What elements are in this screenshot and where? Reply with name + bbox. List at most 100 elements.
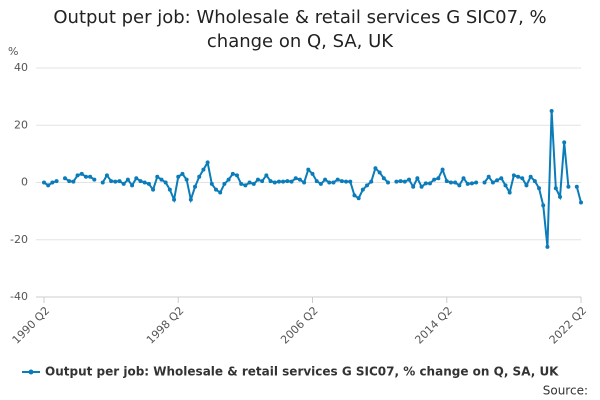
data-point [318, 181, 323, 186]
data-point [310, 171, 315, 176]
data-point [574, 184, 579, 189]
data-point [100, 180, 105, 185]
data-point [335, 177, 340, 182]
data-point [549, 108, 554, 113]
data-point [297, 177, 302, 182]
legend-marker [28, 369, 34, 375]
data-point [339, 179, 344, 184]
data-point [415, 176, 420, 181]
data-point [214, 187, 219, 192]
data-point [255, 177, 260, 182]
data-point [293, 176, 298, 181]
data-point [465, 181, 470, 186]
data-point [453, 180, 458, 185]
data-point [511, 173, 516, 178]
data-point [545, 244, 550, 249]
data-point [524, 183, 529, 188]
data-point [314, 179, 319, 184]
data-point [331, 180, 336, 185]
data-point [553, 186, 558, 191]
data-point [406, 177, 411, 182]
data-point [520, 176, 525, 181]
data-point [411, 184, 416, 189]
data-point [226, 177, 231, 182]
data-point [503, 183, 508, 188]
data-point [516, 174, 521, 179]
x-tick-label: 2014 Q2 [412, 304, 455, 347]
data-point [184, 177, 189, 182]
data-point [427, 181, 432, 186]
data-point [46, 183, 51, 188]
data-point [285, 179, 290, 184]
x-tick-label: 1998 Q2 [144, 304, 187, 347]
data-point [469, 181, 474, 186]
data-point [444, 179, 449, 184]
data-point [562, 140, 567, 145]
data-point [377, 170, 382, 175]
data-point [264, 173, 269, 178]
data-point [306, 167, 311, 172]
data-point [234, 173, 239, 178]
data-point [436, 176, 441, 181]
data-point [541, 203, 546, 208]
data-point [218, 190, 223, 195]
source: Source: [543, 384, 588, 398]
data-point [373, 166, 378, 171]
data-point [402, 179, 407, 184]
data-point [71, 179, 76, 184]
data-point [558, 194, 563, 199]
data-point [67, 179, 72, 184]
data-point [344, 179, 349, 184]
data-point [201, 167, 206, 172]
chart-title: Output per job: Wholesale & retail servi… [53, 7, 547, 52]
data-point [130, 183, 135, 188]
y-tick-label: -40 [10, 290, 28, 303]
data-point [79, 171, 84, 176]
data-point [356, 196, 361, 201]
data-point [104, 173, 109, 178]
data-point [352, 193, 357, 198]
data-point [281, 179, 286, 184]
y-tick-label: -20 [10, 233, 28, 246]
data-point [528, 174, 533, 179]
data-point [532, 179, 537, 184]
data-point [432, 177, 437, 182]
data-point [386, 180, 391, 185]
data-point [323, 177, 328, 182]
data-point [117, 179, 122, 184]
data-point [142, 180, 147, 185]
data-point [360, 187, 365, 192]
data-point [268, 179, 273, 184]
data-point [507, 190, 512, 195]
y-tick-label: 20 [14, 118, 28, 131]
data-point [167, 187, 172, 192]
data-point [243, 183, 248, 188]
data-point [457, 183, 462, 188]
data-point [394, 179, 399, 184]
y-tick-label: 0 [21, 176, 28, 189]
data-point [151, 187, 156, 192]
data-point [327, 180, 332, 185]
data-point [155, 174, 160, 179]
data-point [109, 179, 114, 184]
data-point [54, 179, 59, 184]
data-point [92, 177, 97, 182]
data-point [163, 180, 168, 185]
data-point [448, 180, 453, 185]
data-point [83, 174, 88, 179]
data-point [566, 184, 571, 189]
data-point [138, 179, 143, 184]
data-point [276, 179, 281, 184]
x-tick-label: 2022 Q2 [547, 304, 590, 347]
data-point [222, 181, 227, 186]
data-point [172, 197, 177, 202]
data-point [209, 181, 214, 186]
data-point [62, 176, 67, 181]
data-point [159, 177, 164, 182]
data-point [197, 174, 202, 179]
y-tick-label: 40 [14, 61, 28, 74]
data-point [134, 176, 139, 181]
data-point [490, 180, 495, 185]
data-point [75, 173, 80, 178]
data-point [230, 171, 235, 176]
